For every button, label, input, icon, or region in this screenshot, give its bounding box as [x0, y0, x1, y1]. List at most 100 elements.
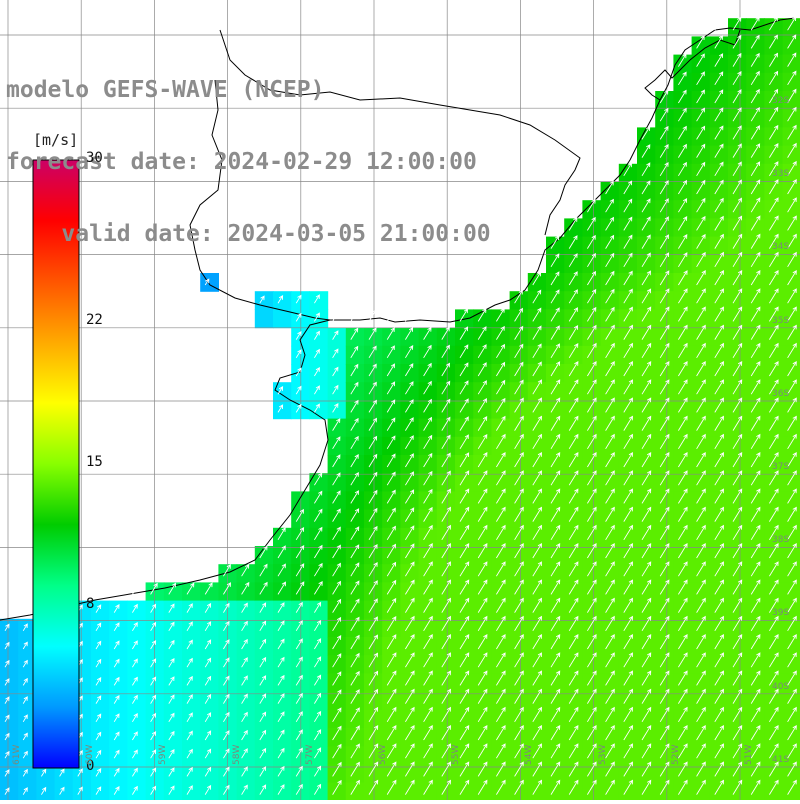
wind-speed-cell [364, 345, 383, 365]
wind-speed-cell [400, 655, 420, 674]
wind-speed-cell [582, 455, 602, 474]
wind-arrow [696, 725, 706, 741]
wind-speed-cell [345, 400, 365, 420]
wind-arrow [405, 688, 415, 704]
wind-arrow [441, 434, 451, 450]
wind-speed-cell [473, 418, 492, 438]
wind-arrow [623, 216, 633, 231]
wind-speed-cell [345, 673, 365, 693]
wind-speed-cell [509, 418, 529, 438]
wind-arrow [641, 144, 651, 158]
wind-speed-cell [691, 145, 711, 165]
wind-speed-cell [473, 491, 492, 511]
wind-arrow [587, 706, 597, 723]
wind-arrow [295, 711, 303, 723]
wind-arrows [4, 16, 797, 795]
wind-arrow [732, 71, 742, 86]
wind-arrow [477, 579, 488, 595]
wind-arrow [459, 344, 469, 359]
wind-speed-cell [709, 637, 729, 656]
wind-speed-cell [163, 618, 183, 638]
wind-speed-cell [364, 546, 383, 565]
wind-arrow [787, 506, 797, 522]
wind-speed-cell [382, 582, 401, 602]
wind-speed-cell [327, 764, 347, 784]
wind-arrow [623, 234, 633, 249]
wind-speed-cell [400, 345, 420, 365]
wind-speed-cell [637, 618, 656, 638]
wind-arrow [459, 634, 470, 650]
wind-speed-cell [382, 509, 401, 529]
wind-speed-cell [0, 655, 19, 674]
wind-arrow [113, 713, 120, 723]
wind-arrow [186, 712, 193, 723]
wind-speed-cell [527, 546, 547, 565]
wind-speed-cell [673, 72, 693, 92]
wind-speed-cell [764, 236, 784, 256]
wind-speed-cell [655, 455, 674, 474]
wind-speed-cell [345, 782, 365, 802]
wind-speed-cell [473, 309, 492, 329]
wind-arrow [714, 197, 724, 213]
wind-speed-cell [473, 436, 492, 456]
wind-speed-cell [382, 364, 401, 383]
wind-arrow [568, 415, 579, 431]
wind-arrow [750, 324, 761, 340]
wind-arrow [714, 270, 724, 286]
wind-speed-cell [418, 709, 438, 729]
wind-speed-cell [673, 109, 693, 128]
wind-arrow [623, 452, 633, 468]
wind-speed-cell [273, 618, 292, 638]
wind-arrow [405, 634, 415, 650]
wind-speed-cell [491, 527, 511, 547]
wind-arrow [550, 271, 560, 286]
wind-arrow [368, 417, 377, 431]
wind-speed-cell [309, 364, 329, 383]
wind-speed-cell [127, 600, 147, 620]
wind-speed-cell [491, 618, 511, 638]
wind-arrow [750, 251, 761, 268]
wind-arrow [678, 143, 687, 158]
wind-speed-cell [418, 564, 438, 583]
wind-speed-cell [728, 418, 747, 438]
wind-speed-cell [637, 709, 656, 729]
wind-arrow [405, 597, 415, 613]
wind-speed-cell [491, 509, 511, 529]
wind-arrow [732, 379, 743, 395]
wind-speed-cell [673, 163, 693, 183]
wind-arrow [95, 749, 102, 759]
wind-speed-cell [254, 309, 274, 329]
wind-arrow [769, 342, 779, 359]
wind-arrow [769, 16, 778, 31]
wind-arrow [787, 88, 797, 104]
wind-arrow [714, 379, 724, 395]
wind-speed-cell [764, 455, 784, 474]
wind-arrow [314, 581, 323, 595]
wind-arrow [659, 144, 669, 158]
wind-speed-cell [673, 127, 693, 147]
wind-arrow [186, 582, 195, 595]
wind-arrow [678, 306, 688, 322]
wind-arrow [787, 743, 797, 759]
wind-arrow [732, 161, 742, 177]
wind-speed-cell [728, 655, 747, 674]
wind-speed-cell [254, 691, 274, 711]
wind-arrow [714, 179, 724, 195]
wind-speed-cell [673, 709, 693, 729]
wind-speed-cell [709, 236, 729, 256]
wind-speed-cell [691, 309, 711, 329]
wind-speed-cell [436, 473, 456, 492]
wind-arrow [368, 327, 377, 340]
wind-arrow [350, 779, 360, 795]
wind-arrow [204, 730, 212, 741]
wind-arrow [659, 342, 670, 359]
wind-arrow [605, 306, 615, 322]
wind-speed-cell [200, 709, 219, 729]
wind-speed-cell [327, 400, 347, 420]
wind-speed-cell [728, 127, 747, 147]
wind-speed-cell [309, 327, 329, 347]
wind-speed-cell [473, 618, 492, 638]
wind-speed-cell [564, 236, 583, 256]
wind-speed-cell [236, 709, 256, 729]
wind-arrow [568, 397, 579, 413]
